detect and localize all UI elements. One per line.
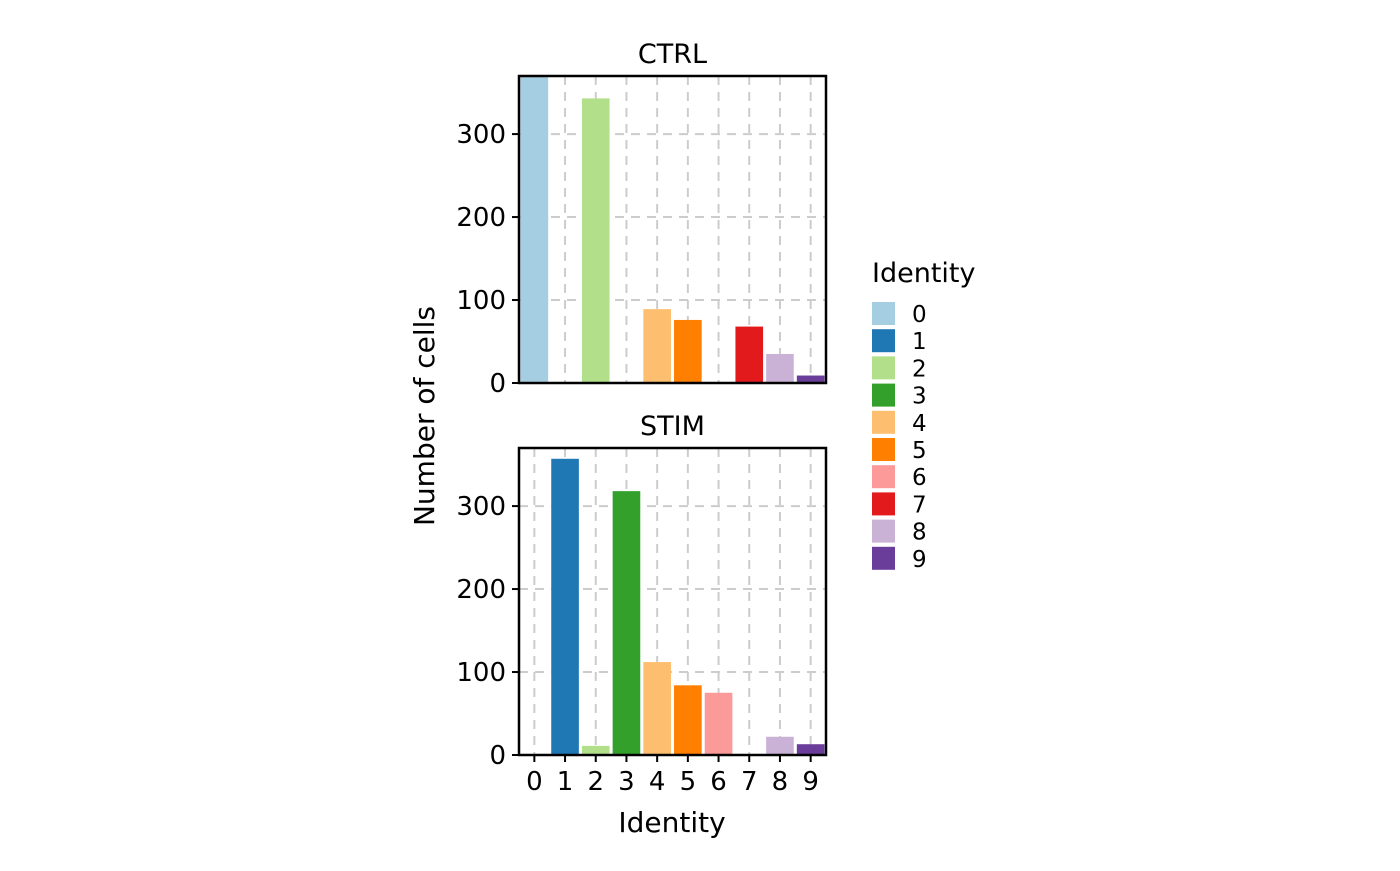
bar-ctrl-2 [581, 98, 610, 383]
panel-frame [517, 446, 828, 757]
bar-stim-6 [704, 692, 733, 755]
x-axis-title: Identity [618, 806, 725, 839]
legend-swatch-5 [872, 438, 895, 461]
legend-swatch-0 [872, 302, 895, 325]
x-tick-label: 7 [741, 767, 758, 797]
bar-stim-5 [674, 685, 702, 755]
panel-title: STIM [640, 411, 705, 442]
bar-ctrl-8 [766, 353, 794, 383]
legend-label-0: 0 [912, 302, 927, 328]
bar-stim-8 [766, 736, 794, 755]
bar-stim-9 [796, 744, 825, 755]
x-tick-label: 6 [710, 767, 727, 797]
legend-swatch-1 [872, 329, 895, 353]
legend-swatch-2 [872, 356, 895, 380]
y-tick-label: 300 [456, 120, 506, 150]
panel-title: CTRL [638, 39, 707, 70]
legend-swatch-9 [872, 546, 895, 570]
legend-swatch-3 [872, 383, 895, 407]
bar-stim-4 [643, 662, 671, 755]
bar-ctrl-5 [674, 319, 702, 383]
y-tick-label: 100 [456, 286, 506, 316]
y-tick-label: 0 [489, 741, 506, 771]
legend-label-6: 6 [912, 465, 927, 491]
legend-swatch-8 [872, 519, 895, 543]
legend-title: Identity [872, 258, 975, 289]
bar-stim-1 [551, 458, 579, 755]
legend-label-3: 3 [912, 384, 927, 410]
x-tick-label: 2 [587, 767, 604, 797]
legend-label-9: 9 [912, 547, 927, 573]
bar-ctrl-4 [643, 309, 671, 383]
y-axis-title: Number of cells [408, 306, 441, 526]
legend-swatch-6 [872, 465, 895, 489]
x-tick-label: 1 [557, 767, 574, 797]
y-tick-label: 0 [489, 369, 506, 399]
legend-label-8: 8 [912, 520, 927, 546]
y-tick-label: 100 [456, 658, 506, 688]
x-tick-label: 9 [802, 767, 819, 797]
legend-label-2: 2 [912, 356, 927, 382]
bar-ctrl-7 [735, 326, 764, 383]
bar-ctrl-9 [796, 375, 825, 383]
x-tick-label: 8 [772, 767, 789, 797]
legend-label-5: 5 [912, 438, 927, 464]
panel-frame [517, 74, 828, 385]
y-tick-label: 200 [456, 203, 506, 233]
bar-ctrl-0 [520, 76, 549, 383]
x-tick-label: 0 [526, 767, 543, 797]
panel-ctrl: 0 100 200 300 CTRL [456, 39, 828, 399]
legend-label-7: 7 [912, 492, 927, 518]
legend-label-1: 1 [912, 329, 927, 355]
y-tick-label: 200 [456, 575, 506, 605]
bar-stim-2 [581, 745, 610, 755]
y-tick-label: 300 [456, 492, 506, 522]
x-tick-label: 5 [680, 767, 697, 797]
legend-swatch-7 [872, 492, 895, 516]
x-tick-label: 4 [649, 767, 666, 797]
x-tick-label: 3 [618, 767, 635, 797]
legend-label-4: 4 [912, 411, 927, 437]
legend-swatch-4 [872, 410, 895, 434]
bar-stim-3 [612, 491, 641, 755]
